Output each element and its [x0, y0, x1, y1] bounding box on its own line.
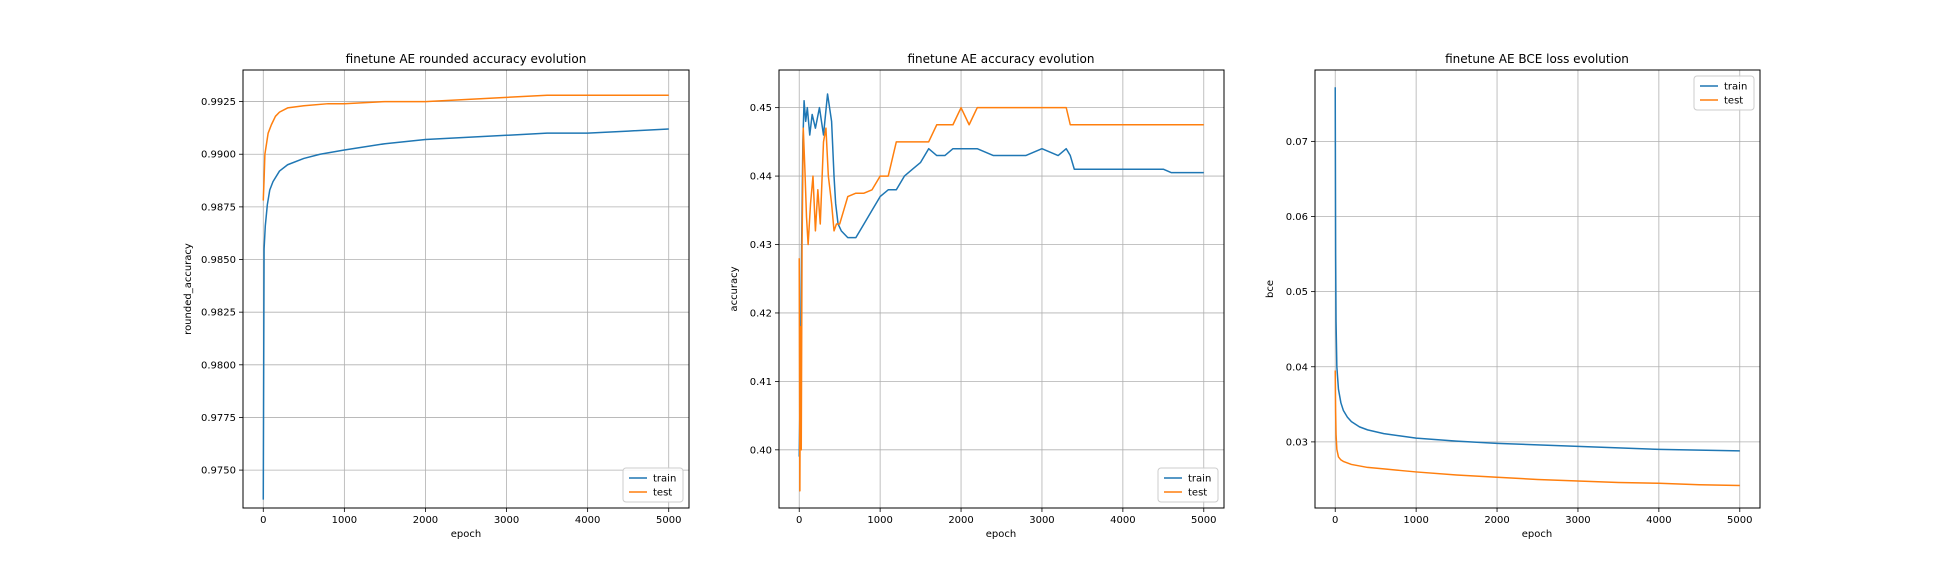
rounded-accuracy-chart: 0 1000 2000 3000 4000 5000 0.9750 0.9775 0.9800… — [183, 52, 690, 540]
x-tick-label: 3000 — [494, 515, 519, 526]
plot-area-background — [1315, 70, 1760, 508]
x-tick-label: 5000 — [1191, 515, 1216, 526]
legend: train test — [622, 467, 684, 503]
series-line-test — [262, 94, 669, 201]
y-tick-label: 0.04 — [1286, 362, 1308, 373]
legend-label-test: test — [653, 488, 672, 499]
chart-title: finetune AE accuracy evolution — [908, 52, 1095, 66]
y-tick-label: 0.45 — [750, 103, 772, 114]
x-tick-label: 2000 — [1484, 515, 1509, 526]
y-axis-label: accuracy — [729, 266, 740, 311]
y-axis-ticks: 0.9750 0.9775 0.9800 0.9825 0.9850 0.9875 0.99… — [201, 97, 243, 477]
x-axis-ticks: 0 1000 2000 3000 4000 5000 — [260, 508, 681, 526]
x-tick-label: 1000 — [1403, 515, 1428, 526]
chart-title: finetune AE BCE loss evolution — [1445, 52, 1629, 66]
plot-area-frame — [242, 69, 690, 509]
series-line-test — [798, 106, 1204, 492]
legend-label-test: test — [1724, 96, 1743, 107]
y-tick-label: 0.9850 — [201, 255, 236, 266]
x-tick-label: 0 — [1332, 515, 1338, 526]
x-tick-label: 2000 — [948, 515, 973, 526]
series-line-train — [798, 93, 1204, 457]
y-tick-label: 0.9900 — [201, 150, 236, 161]
y-tick-label: 0.03 — [1286, 437, 1308, 448]
gridlines — [243, 70, 689, 508]
x-tick-label: 4000 — [1646, 515, 1671, 526]
x-tick-label: 1000 — [867, 515, 892, 526]
legend: train test — [1693, 75, 1755, 111]
x-axis-label: epoch — [1522, 529, 1552, 540]
series-line-train — [262, 128, 669, 500]
y-tick-label: 0.9775 — [201, 413, 236, 424]
y-tick-label: 0.9875 — [201, 202, 236, 213]
plot-area-background — [243, 70, 689, 508]
y-axis-ticks: 0.03 0.04 0.05 0.06 0.07 — [1286, 137, 1315, 448]
x-tick-label: 3000 — [1565, 515, 1590, 526]
x-tick-label: 2000 — [413, 515, 438, 526]
legend-label-train: train — [1188, 474, 1211, 485]
x-axis-ticks: 0 1000 2000 3000 4000 5000 — [796, 508, 1216, 526]
y-tick-label: 0.41 — [750, 377, 772, 388]
series-line-train — [1334, 87, 1740, 452]
y-tick-label: 0.9825 — [201, 308, 236, 319]
legend-box — [1693, 75, 1755, 111]
legend-label-test: test — [1188, 488, 1207, 499]
x-tick-label: 0 — [796, 515, 802, 526]
x-tick-label: 4000 — [575, 515, 600, 526]
y-tick-label: 0.9800 — [201, 360, 236, 371]
x-tick-label: 1000 — [332, 515, 357, 526]
bce-loss-chart: 0 1000 2000 3000 4000 5000 0.030.040.050.060.… — [1265, 52, 1761, 540]
series-line-test — [1334, 370, 1740, 487]
legend-box — [622, 467, 684, 503]
y-tick-label: 0.9750 — [201, 466, 236, 477]
x-axis-ticks: 0 1000 2000 3000 4000 5000 — [1332, 508, 1752, 526]
legend-label-train: train — [1724, 82, 1747, 93]
gridlines — [1315, 70, 1760, 508]
y-tick-label: 0.06 — [1286, 212, 1308, 223]
y-tick-label: 0.07 — [1286, 137, 1308, 148]
x-axis-label: epoch — [986, 529, 1016, 540]
series-lines — [262, 94, 669, 500]
plot-area-background — [779, 70, 1224, 508]
y-axis-label: bce — [1265, 280, 1276, 298]
legend-label-train: train — [653, 474, 676, 485]
accuracy-chart: 0 1000 2000 3000 4000 5000 0.400.410.420.430.… — [729, 52, 1225, 540]
x-tick-label: 0 — [260, 515, 266, 526]
y-tick-label: 0.9925 — [201, 97, 236, 108]
x-tick-label: 5000 — [1727, 515, 1752, 526]
y-axis-label: rounded_accuracy — [183, 243, 194, 335]
series-lines — [1334, 87, 1740, 487]
series-lines — [798, 93, 1204, 492]
y-axis-ticks: 0.40 0.41 0.42 0.43 0.44 0.45 — [750, 103, 779, 456]
y-tick-label: 0.05 — [1286, 287, 1308, 298]
chart-title: finetune AE rounded accuracy evolution — [346, 52, 587, 66]
x-tick-label: 3000 — [1029, 515, 1054, 526]
x-tick-label: 4000 — [1110, 515, 1135, 526]
x-axis-label: epoch — [451, 529, 481, 540]
legend-box — [1157, 467, 1219, 503]
legend: train test — [1157, 467, 1219, 503]
plot-area-frame — [778, 69, 1225, 509]
y-tick-label: 0.43 — [750, 240, 772, 251]
y-tick-label: 0.44 — [750, 172, 772, 183]
x-tick-label: 5000 — [656, 515, 681, 526]
y-tick-label: 0.42 — [750, 308, 772, 319]
plot-area-frame — [1314, 69, 1761, 509]
y-tick-label: 0.40 — [750, 445, 772, 456]
